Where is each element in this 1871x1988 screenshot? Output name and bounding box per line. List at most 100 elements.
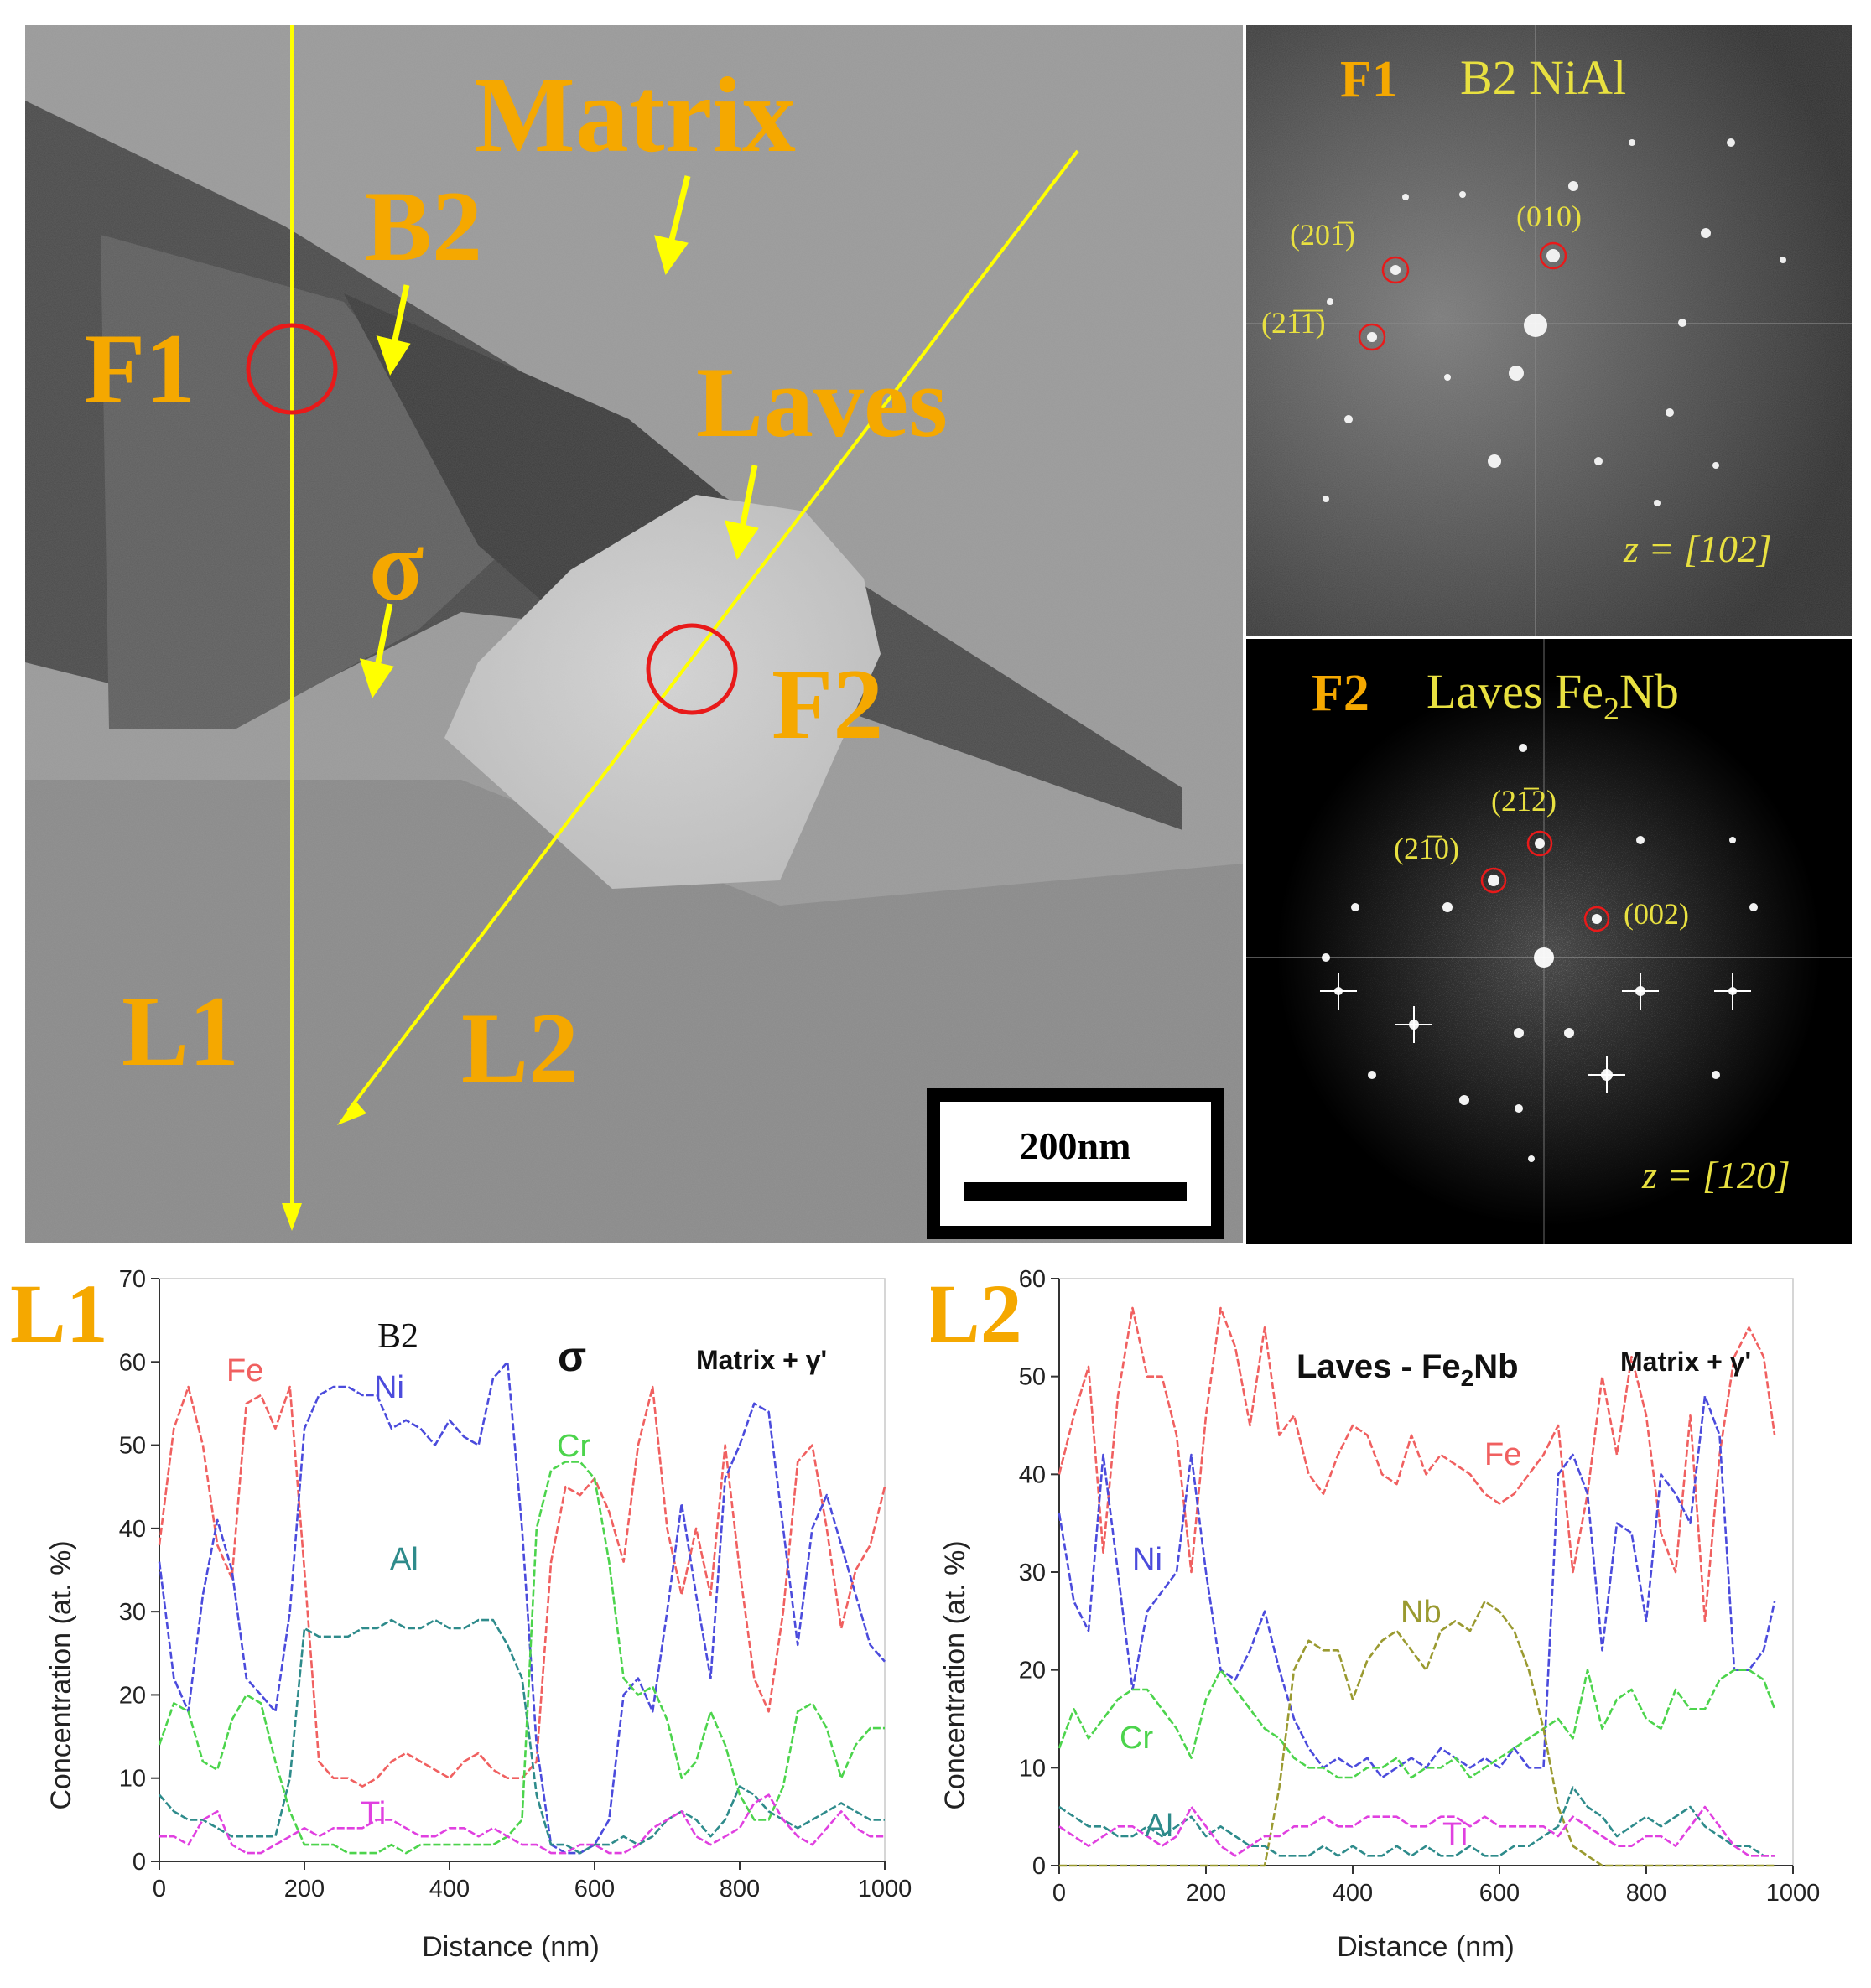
diffraction-spot (1519, 744, 1527, 752)
diffraction-spot (1459, 191, 1466, 198)
x-tick-label: 200 (1186, 1880, 1226, 1907)
y-tick-label: 20 (119, 1682, 146, 1709)
diffraction-spot (1514, 1028, 1524, 1038)
y-tick-label: 60 (1019, 1266, 1046, 1293)
fft2-spot-label-002: (002) (1624, 897, 1689, 931)
l2-series-label-fe: Fe (1484, 1437, 1521, 1472)
fft2-tag: F2 (1312, 665, 1369, 722)
series-line-ni (1058, 1394, 1776, 1779)
x-tick-label: 1000 (858, 1876, 912, 1902)
fft2-title-subscript: 2 (1603, 692, 1619, 727)
scale-bar-line (964, 1182, 1187, 1201)
l1-label: L1 (122, 975, 239, 1087)
x-tick-label: 0 (153, 1876, 166, 1902)
l2-annotation-laves: Laves - Fe2Nb (1297, 1348, 1519, 1391)
f2-label: F2 (772, 648, 883, 760)
y-tick-label: 30 (119, 1599, 146, 1626)
series-line-ti (159, 1793, 885, 1855)
l1-series-label-ni: Ni (374, 1370, 404, 1405)
diffraction-spot (1534, 947, 1554, 968)
y-tick-label: 10 (119, 1766, 146, 1793)
laves-arrow (724, 465, 759, 560)
spot-marker-210 (1480, 867, 1507, 894)
fft-pattern-f2: F2 Laves Fe2Nb (21̅2) (21̅0) (002) z = [… (1246, 639, 1852, 1244)
fft2-zone-axis: z = [120] (1641, 1154, 1790, 1196)
y-tick-label: 40 (1019, 1461, 1046, 1488)
fft1-spot-label-211: (21̅1̅) (1261, 306, 1326, 340)
series-line-cr (158, 1461, 885, 1855)
l2-xlabel: Distance (nm) (1337, 1931, 1515, 1963)
diffraction-spot (1528, 1155, 1535, 1162)
x-tick-label: 800 (720, 1876, 760, 1902)
series-line-al (1058, 1786, 1775, 1857)
f1-label: F1 (84, 313, 195, 424)
diffraction-spot (1749, 903, 1758, 911)
x-tick-label: 400 (1333, 1880, 1373, 1907)
diffraction-spot (1402, 194, 1409, 200)
l1-series-label-al: Al (390, 1542, 418, 1577)
l1-annotation-b2: B2 (377, 1317, 418, 1356)
series-line-fe (1058, 1306, 1776, 1622)
x-tick-label: 600 (574, 1876, 615, 1902)
l2-ylabel: Concentration (at. %) (939, 1540, 971, 1809)
f2-marker-circle (646, 623, 738, 715)
fft1-zone-axis: z = [102] (1623, 527, 1772, 570)
y-tick-label: 50 (1019, 1364, 1046, 1391)
diffraction-spot (1442, 902, 1453, 912)
diffraction-spot (1327, 298, 1333, 305)
diffraction-spot (1524, 314, 1547, 337)
diffraction-spot (1488, 454, 1501, 468)
diffraction-spot (1568, 181, 1578, 191)
l2-series-label-ni: Ni (1132, 1542, 1162, 1577)
diffraction-spot (1535, 838, 1545, 849)
series-line-fe (158, 1385, 886, 1788)
fft1-spot-label-201: (201̅) (1290, 218, 1355, 252)
l1-line-profile-chart: L1 Concentration (at. %) Distance (nm) 0… (10, 1266, 912, 1963)
diffraction-spot (1488, 875, 1499, 886)
spot-marker-010 (1539, 241, 1567, 270)
y-tick-label: 10 (1019, 1755, 1046, 1782)
l1-panel-label: L1 (10, 1267, 108, 1360)
scale-bar: 200nm (927, 1088, 1224, 1239)
y-tick-label: 0 (1032, 1853, 1046, 1880)
x-tick-label: 400 (429, 1876, 470, 1902)
diffraction-spot (1367, 332, 1377, 342)
fft2-spot-label-212: (21̅2) (1491, 784, 1557, 818)
diffraction-spot (1727, 138, 1735, 147)
fft1-title: B2 NiAl (1460, 50, 1626, 105)
y-tick-label: 20 (1019, 1658, 1046, 1684)
x-tick-label: 0 (1052, 1880, 1066, 1907)
diffraction-spot (1712, 462, 1719, 469)
diffraction-spot (1509, 366, 1524, 381)
diffraction-spot (1729, 837, 1736, 843)
fft1-spot-label-010: (010) (1516, 200, 1582, 233)
fft2-title: Laves Fe2Nb (1427, 664, 1679, 727)
y-tick-label: 40 (119, 1516, 146, 1543)
matrix-label: Matrix (474, 55, 796, 174)
laves-label: Laves (696, 346, 948, 458)
diffraction-spot (1594, 457, 1603, 465)
spot-marker-212 (1526, 830, 1553, 857)
diffraction-spot (1701, 228, 1711, 238)
y-tick-label: 30 (1019, 1560, 1046, 1586)
sigma-label: σ (369, 510, 424, 621)
series-line-nb (1059, 1600, 1775, 1867)
l2-line-profile-chart: L2 Concentration (at. %) Distance (nm) 0… (931, 1266, 1820, 1963)
x-tick-label: 200 (284, 1876, 325, 1902)
l1-annotation-matrix: Matrix + γ' (696, 1345, 827, 1375)
diffraction-spot (1368, 1071, 1376, 1079)
l2-annotation-subscript: 2 (1461, 1365, 1474, 1391)
spot-marker-211 (1358, 323, 1386, 351)
diffraction-spot (1323, 496, 1329, 502)
y-tick-label: 50 (119, 1433, 146, 1460)
diffraction-spot (1444, 374, 1451, 381)
series-line-ti (1058, 1805, 1775, 1857)
l2-panel-label: L2 (931, 1267, 1022, 1360)
diffraction-spot (1390, 265, 1401, 275)
l1-annotation-sigma: σ (558, 1333, 586, 1380)
l1-arrowhead (282, 1203, 302, 1231)
spot-marker-201 (1381, 256, 1410, 284)
diffraction-spot (1344, 415, 1353, 423)
fft1-tag: F1 (1340, 51, 1398, 108)
diffraction-spot (1592, 914, 1602, 924)
